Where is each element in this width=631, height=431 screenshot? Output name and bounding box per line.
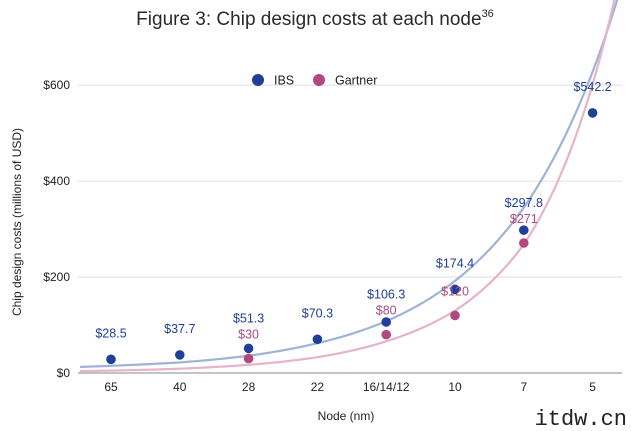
legend-marker-ibs xyxy=(252,74,264,86)
y-tick-label: $0 xyxy=(57,366,71,380)
data-label-ibs: $28.5 xyxy=(95,326,126,340)
data-point-gartner xyxy=(381,329,392,340)
data-point-ibs xyxy=(312,334,323,345)
legend-label-gartner: Gartner xyxy=(335,74,377,88)
point-layer xyxy=(106,108,598,365)
chart-title: Figure 3: Chip design costs at each node… xyxy=(136,8,494,30)
data-point-ibs xyxy=(450,284,460,295)
data-label-ibs: $542.2 xyxy=(573,80,611,94)
trend-line-ibs xyxy=(80,0,619,369)
data-point-gartner xyxy=(243,353,254,364)
x-tick-label: 5 xyxy=(589,380,596,394)
legend-marker-gartner xyxy=(313,74,325,86)
data-label-gartner: $30 xyxy=(238,328,259,342)
data-label-ibs: $51.3 xyxy=(233,312,264,326)
data-label-ibs: $37.7 xyxy=(164,322,195,336)
grid-layer xyxy=(78,84,622,374)
data-label-layer: $28.5 $37.7 $51.3 $70.3 $106.3 $174.4 $297.8 $5… xyxy=(95,80,611,342)
watermark: itdw.cn xyxy=(535,407,627,431)
x-tick-label: 7 xyxy=(520,380,527,394)
trend-line-gartner xyxy=(80,0,616,373)
data-point-gartner xyxy=(519,238,529,248)
data-point-ibs xyxy=(519,225,529,235)
y-tick-label: $600 xyxy=(43,78,70,92)
x-tick-label: 22 xyxy=(311,380,325,394)
trend-layer xyxy=(80,0,619,373)
data-label-ibs: $297.8 xyxy=(505,196,543,210)
data-label-ibs: $106.3 xyxy=(367,288,405,302)
data-label-gartner: $120 xyxy=(441,284,469,298)
chart-title-main: Figure 3: Chip design costs at each node xyxy=(136,9,481,30)
legend: IBS Gartner xyxy=(252,74,377,88)
x-tick-label: 28 xyxy=(242,380,256,394)
data-point-ibs xyxy=(106,354,116,365)
chart-title-superscript: 36 xyxy=(482,8,494,20)
data-label-ibs: $70.3 xyxy=(302,306,333,320)
x-tick-label: 40 xyxy=(173,380,187,394)
data-point-ibs xyxy=(175,350,185,360)
data-point-ibs xyxy=(381,317,392,327)
y-axis-title: Chip design costs (millions of USD) xyxy=(10,128,24,316)
data-point-ibs xyxy=(587,108,598,118)
y-tick-label: $200 xyxy=(43,270,70,284)
x-tick-label: 16/14/12 xyxy=(363,380,410,394)
x-tick-label: 10 xyxy=(448,380,462,394)
y-tick-label: $400 xyxy=(43,174,70,188)
data-point-gartner xyxy=(450,310,460,321)
data-point-ibs xyxy=(243,343,254,354)
legend-label-ibs: IBS xyxy=(274,74,294,88)
data-label-gartner: $271 xyxy=(510,212,538,226)
axis-layer: $0 $200 $400 $600 65 40 28 22 16/14/12 10 7 5 xyxy=(43,78,596,394)
x-tick-label: 65 xyxy=(104,380,118,394)
data-label-gartner: $80 xyxy=(376,304,397,318)
x-axis-title: Node (nm) xyxy=(318,409,375,423)
data-label-ibs: $174.4 xyxy=(436,256,474,270)
